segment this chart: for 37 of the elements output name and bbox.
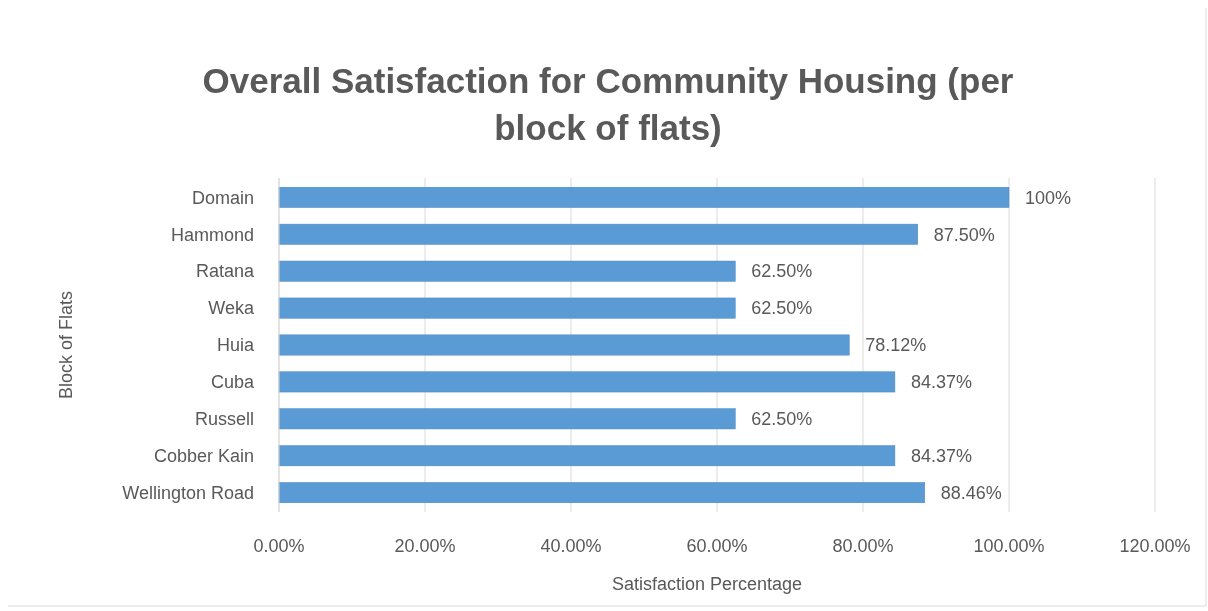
data-label: 84.37%: [910, 446, 972, 467]
bar: [278, 334, 850, 356]
y-tick-label: Domain: [191, 187, 254, 208]
bar: [278, 260, 736, 282]
x-tick-label: 100.00%: [973, 536, 1045, 557]
y-tick-label: Wellington Road: [122, 482, 254, 503]
bar: [278, 445, 896, 467]
data-label: 100%: [1025, 187, 1072, 208]
data-label: 87.50%: [933, 224, 995, 245]
y-tick-label: Weka: [208, 298, 255, 319]
chart-title: Overall Satisfaction for Community Housing (per block of flats): [202, 61, 1014, 147]
bar: [278, 297, 736, 319]
bar: [278, 482, 926, 504]
bar: [278, 186, 1010, 208]
bar: [278, 223, 918, 245]
data-label: 84.37%: [910, 372, 972, 393]
y-tick-label: Hammond: [170, 224, 254, 245]
x-tick-label: 60.00%: [686, 536, 748, 557]
y-tick-label: Cuba: [210, 372, 255, 393]
x-tick-label: 120.00%: [1119, 536, 1191, 557]
x-tick-label: 20.00%: [394, 536, 456, 557]
data-label: 78.12%: [865, 335, 927, 356]
data-label: 88.46%: [940, 482, 1002, 503]
x-tick-label: 80.00%: [832, 536, 894, 557]
x-tick-label: 40.00%: [540, 536, 602, 557]
bar: [278, 408, 736, 430]
bar: [278, 371, 896, 393]
y-tick-label: Huia: [216, 335, 255, 356]
y-tick-label: Russell: [194, 409, 254, 430]
x-tick-label: 0.00%: [253, 536, 305, 557]
data-label: 62.50%: [751, 261, 813, 282]
y-tick-label: Cobber Kain: [153, 446, 254, 467]
data-label: 62.50%: [751, 409, 813, 430]
data-label: 62.50%: [751, 298, 813, 319]
x-axis-title: Satisfaction Percentage: [611, 574, 803, 594]
y-axis-title: Block of Flats: [56, 290, 76, 400]
y-tick-label: Ratana: [195, 261, 255, 282]
